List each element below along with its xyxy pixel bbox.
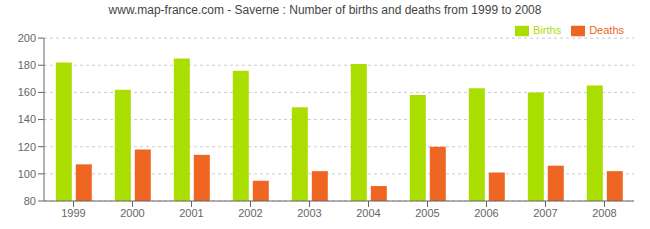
svg-text:120: 120 [18, 141, 36, 153]
svg-text:180: 180 [18, 59, 36, 71]
svg-text:1999: 1999 [61, 207, 85, 219]
svg-text:2003: 2003 [297, 207, 321, 219]
svg-text:100: 100 [18, 168, 36, 180]
html-text:www.map-france.com - Saverne :: www.map-france.com - Saverne : Number of… [108, 3, 542, 17]
svg-text:200: 200 [18, 32, 36, 44]
html-text:Births: Births [533, 24, 562, 36]
svg-text:2000: 2000 [120, 207, 144, 219]
svg-text:80: 80 [24, 195, 36, 207]
svg-text:2005: 2005 [415, 207, 439, 219]
html-text:Deaths: Deaths [589, 24, 624, 36]
svg-text:2007: 2007 [533, 207, 557, 219]
svg-text:2004: 2004 [356, 207, 380, 219]
svg-text:140: 140 [18, 113, 36, 125]
svg-text:2001: 2001 [179, 207, 203, 219]
svg-text:2006: 2006 [474, 207, 498, 219]
svg-text:160: 160 [18, 86, 36, 98]
svg-text:2002: 2002 [238, 207, 262, 219]
svg-text:2008: 2008 [592, 207, 616, 219]
